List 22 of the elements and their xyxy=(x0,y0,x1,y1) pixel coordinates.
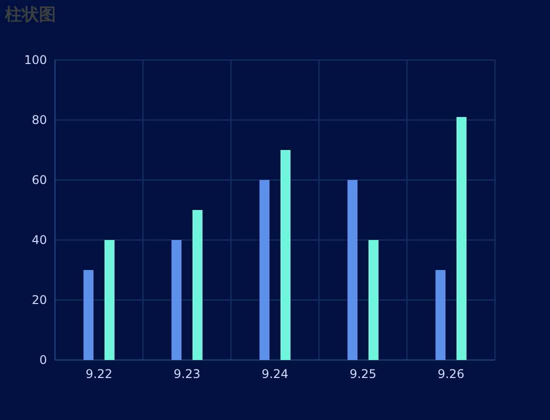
bar xyxy=(348,180,358,360)
bar xyxy=(172,240,182,360)
y-tick-label: 60 xyxy=(32,173,47,187)
x-tick-label: 9.22 xyxy=(86,367,112,381)
bar xyxy=(84,270,94,360)
bar xyxy=(192,210,202,360)
x-tick-label: 9.26 xyxy=(438,367,464,381)
bar xyxy=(104,240,114,360)
x-tick-label: 9.24 xyxy=(262,367,288,381)
y-tick-label: 40 xyxy=(32,233,47,247)
y-tick-label: 100 xyxy=(24,53,47,67)
y-tick-label: 20 xyxy=(32,293,47,307)
x-tick-label: 9.25 xyxy=(350,367,376,381)
chart-title: 柱状图 xyxy=(4,5,56,25)
bar xyxy=(260,180,270,360)
bar xyxy=(368,240,378,360)
bar xyxy=(280,150,290,360)
bar xyxy=(436,270,446,360)
bar xyxy=(456,117,466,360)
x-tick-label: 9.23 xyxy=(174,367,200,381)
y-tick-label: 80 xyxy=(32,113,47,127)
y-tick-label: 0 xyxy=(39,353,47,367)
